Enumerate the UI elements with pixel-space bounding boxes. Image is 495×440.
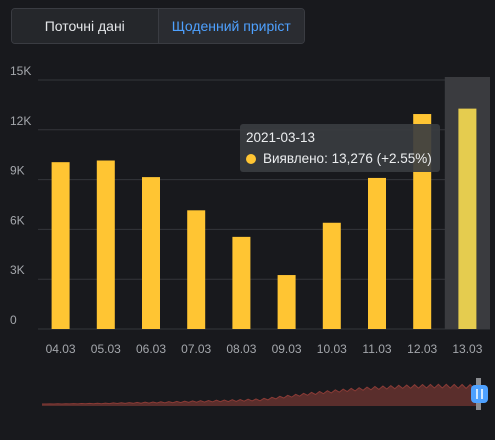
bar-07.03[interactable] bbox=[187, 210, 206, 329]
chart-tooltip: 2021-03-13 Виявлено: 13,276 (+2.55%) bbox=[240, 124, 440, 172]
navigator-line bbox=[42, 383, 479, 405]
y-tick-label: 12K bbox=[10, 114, 31, 128]
y-tick-label: 15K bbox=[10, 64, 31, 78]
y-tick-label: 9K bbox=[10, 164, 25, 178]
bar-13.03[interactable] bbox=[458, 108, 477, 329]
x-tick-label: 10.03 bbox=[317, 342, 347, 356]
y-tick-label: 3K bbox=[10, 263, 25, 277]
series-dot-icon bbox=[246, 153, 256, 164]
x-tick-label: 05.03 bbox=[91, 342, 121, 356]
x-tick-label: 08.03 bbox=[226, 342, 256, 356]
bar-04.03[interactable] bbox=[51, 162, 70, 329]
y-tick-label: 0 bbox=[10, 313, 17, 327]
tooltip-series-label: Виявлено: bbox=[263, 151, 328, 166]
navigator-handle-grip-icon[interactable] bbox=[471, 385, 488, 403]
tooltip-value: 13,276 (+2.55%) bbox=[331, 151, 432, 166]
x-tick-label: 06.03 bbox=[136, 342, 166, 356]
bar-08.03[interactable] bbox=[232, 236, 251, 329]
x-tick-label: 13.03 bbox=[452, 342, 482, 356]
x-tick-label: 12.03 bbox=[407, 342, 437, 356]
tooltip-row: Виявлено: 13,276 (+2.55%) bbox=[246, 151, 432, 166]
bar-09.03[interactable] bbox=[277, 275, 296, 329]
x-tick-label: 07.03 bbox=[181, 342, 211, 356]
range-navigator[interactable] bbox=[0, 370, 495, 415]
x-tick-label: 09.03 bbox=[272, 342, 302, 356]
y-axis-ticks: 0 3K 6K 9K 12K 15K bbox=[10, 64, 31, 327]
bar-11.03[interactable] bbox=[368, 177, 386, 329]
tab-current-data[interactable]: Поточні дані bbox=[12, 9, 158, 43]
bar-06.03[interactable] bbox=[142, 177, 160, 329]
x-axis-ticks: 04.03 05.03 06.03 07.03 08.03 09.03 10.03 11.03… bbox=[46, 342, 483, 356]
bar-10.03[interactable] bbox=[322, 222, 341, 329]
x-tick-label: 11.03 bbox=[362, 342, 391, 356]
bar-05.03[interactable] bbox=[96, 160, 115, 329]
x-tick-label: 04.03 bbox=[46, 342, 76, 356]
navigator-handle[interactable] bbox=[471, 378, 488, 410]
view-tabs: Поточні дані Щоденний приріст bbox=[11, 8, 305, 44]
y-tick-label: 6K bbox=[10, 213, 25, 227]
tab-daily-growth[interactable]: Щоденний приріст bbox=[157, 9, 304, 43]
tooltip-date: 2021-03-13 bbox=[246, 130, 316, 145]
navigator-area bbox=[42, 384, 478, 406]
